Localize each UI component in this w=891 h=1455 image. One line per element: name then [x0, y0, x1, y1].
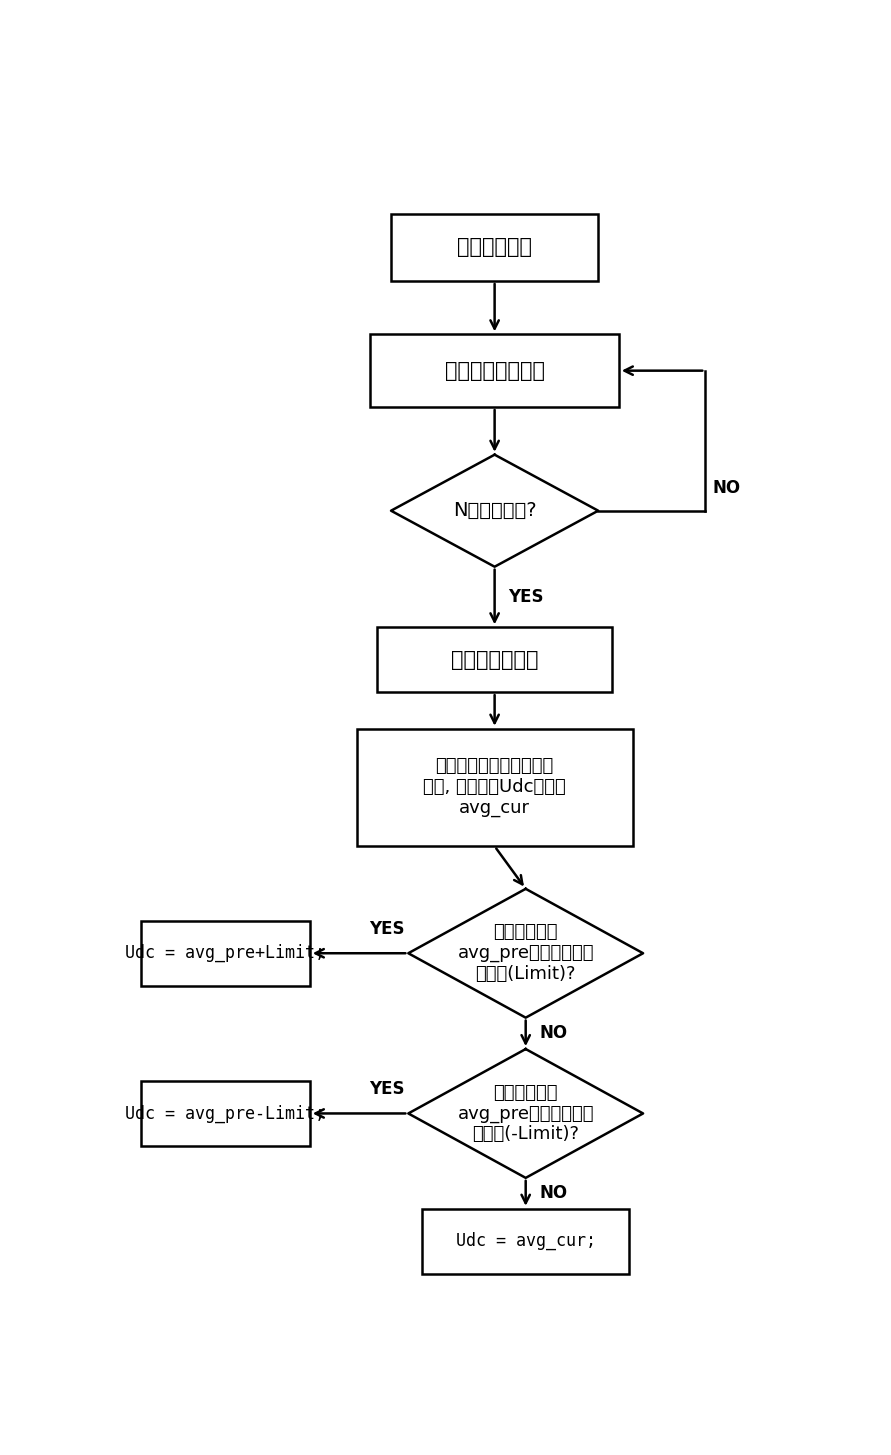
Bar — [141, 1081, 310, 1147]
Text: 母线采集电压存储: 母线采集电压存储 — [445, 361, 544, 381]
Text: 与上次处理值
avg_pre比较是否大于
限幅值(Limit)?: 与上次处理值 avg_pre比较是否大于 限幅值(Limit)? — [457, 924, 594, 984]
Text: YES: YES — [370, 1080, 405, 1097]
Polygon shape — [408, 1049, 643, 1179]
Bar — [371, 335, 619, 407]
Text: NO: NO — [540, 1024, 568, 1042]
Text: NO: NO — [540, 1184, 568, 1202]
Bar — [356, 729, 633, 847]
Bar — [422, 1209, 629, 1273]
Polygon shape — [408, 889, 643, 1017]
Polygon shape — [391, 454, 598, 566]
Text: 与上次处理值
avg_pre比较是否小于
限幅值(-Limit)?: 与上次处理值 avg_pre比较是否小于 限幅值(-Limit)? — [457, 1084, 594, 1144]
Text: Udc = avg_pre-Limit;: Udc = avg_pre-Limit; — [126, 1104, 325, 1123]
Text: 计算大小处于中间值的平
均值, 作为本次Udc处理值
avg_cur: 计算大小处于中间值的平 均值, 作为本次Udc处理值 avg_cur — [423, 758, 566, 818]
Text: 滤波算法开始: 滤波算法开始 — [457, 237, 532, 258]
Text: Udc = avg_pre+Limit;: Udc = avg_pre+Limit; — [126, 944, 325, 962]
Text: YES: YES — [509, 588, 544, 605]
Bar — [377, 627, 612, 693]
Bar — [141, 921, 310, 985]
Text: YES: YES — [370, 920, 405, 937]
Text: 采样值大小排序: 采样值大小排序 — [451, 650, 538, 669]
Bar — [391, 214, 598, 281]
Text: NO: NO — [712, 479, 740, 498]
Text: Udc = avg_cur;: Udc = avg_cur; — [455, 1232, 596, 1250]
Text: N次存储完成?: N次存储完成? — [453, 501, 536, 521]
